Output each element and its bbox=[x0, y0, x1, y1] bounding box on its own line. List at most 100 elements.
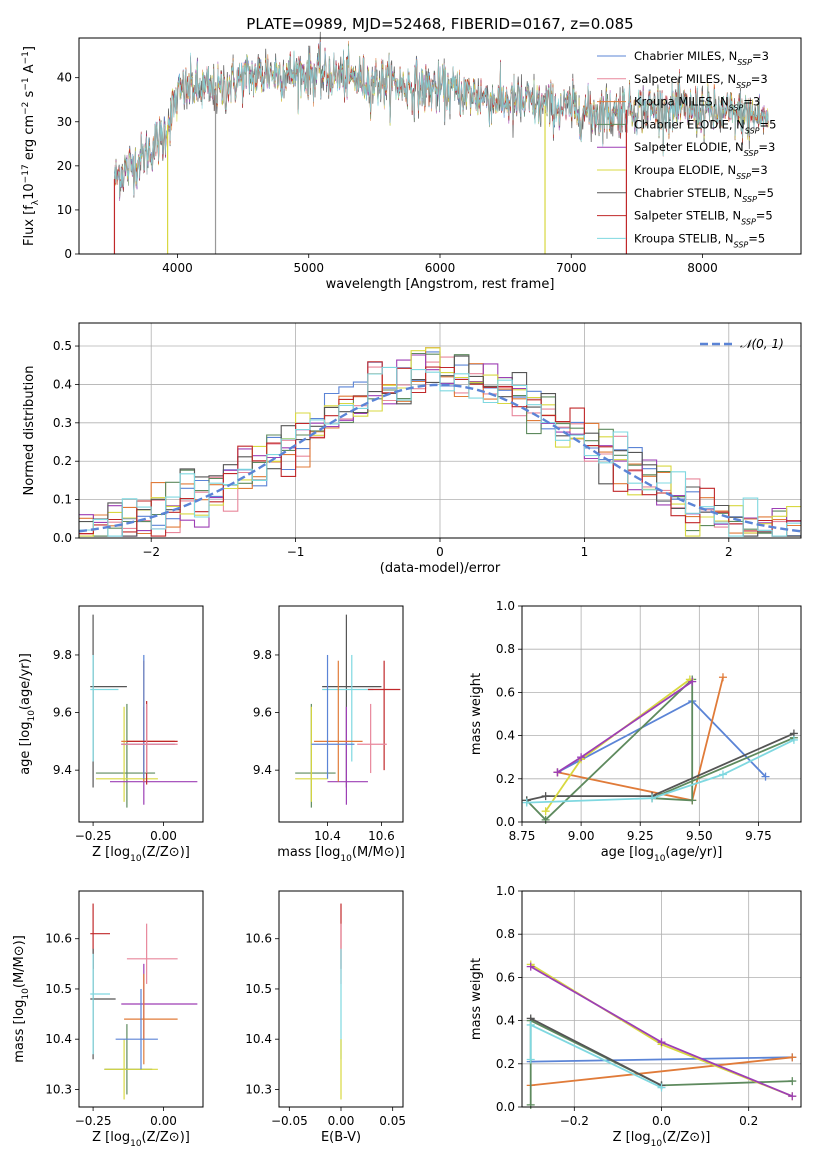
weight-series bbox=[553, 677, 697, 777]
weight-marker bbox=[522, 798, 531, 807]
y-tick-label: 10.4 bbox=[45, 1032, 72, 1046]
y-axis-label: mass weight bbox=[469, 958, 484, 1040]
y-tick-label: 0.2 bbox=[496, 1057, 515, 1071]
x-tick-label: 4000 bbox=[162, 261, 193, 275]
errorbar-point bbox=[95, 706, 158, 802]
y-tick-label: 0.5 bbox=[53, 339, 72, 353]
spectrum-legend: Chabrier MILES, NSSP=3 Salpeter MILES, NS… bbox=[597, 49, 776, 249]
x-tick-label: 9.25 bbox=[627, 829, 654, 843]
axes-spectrum: 4000 5000 6000 7000 8000 0 10 20 30 40 wavelength … bbox=[21, 31, 802, 292]
legend-label: Kroupa ELODIE, NSSP=3 bbox=[634, 163, 768, 181]
x-tick-label: −1 bbox=[287, 545, 305, 559]
x-tick-label: 10.4 bbox=[314, 829, 341, 843]
x-axis-label: wavelength [Angstrom, rest frame] bbox=[326, 277, 555, 292]
weight-marker bbox=[553, 768, 562, 777]
errorbar-point bbox=[295, 703, 336, 808]
errorbar-point bbox=[124, 973, 178, 1065]
grid-age-weight bbox=[521, 605, 801, 823]
x-axis-label: E(B-V) bbox=[321, 1130, 361, 1145]
x-tick-label: 0.00 bbox=[150, 1114, 177, 1128]
histogram-series bbox=[79, 361, 801, 537]
legend-label: Chabrier STELIB, NSSP=5 bbox=[634, 186, 774, 204]
legend-label: Kroupa STELIB, NSSP=5 bbox=[634, 231, 765, 249]
weight-line bbox=[526, 739, 795, 804]
errorbar-point bbox=[121, 654, 175, 779]
weight-line bbox=[530, 1017, 662, 1087]
axes-frame bbox=[521, 605, 802, 823]
x-tick-label: 10.6 bbox=[368, 829, 395, 843]
x-tick-label: 9.50 bbox=[686, 829, 713, 843]
axes-ebv-mass: −0.05 0.00 0.05 10.3 10.4 10.5 10.6 E(B-V) bbox=[245, 890, 406, 1145]
y-tick-label: 9.6 bbox=[53, 706, 72, 720]
legend-label: Salpeter ELODIE, NSSP=3 bbox=[634, 140, 775, 158]
x-tick-label: 0 bbox=[436, 545, 444, 559]
normal-curve bbox=[78, 383, 802, 533]
errorbar-point bbox=[90, 948, 116, 1060]
y-tick-label: 0.3 bbox=[53, 416, 72, 430]
weight-marker bbox=[688, 677, 697, 686]
axes-frame bbox=[78, 605, 204, 823]
y-tick-label: 0.0 bbox=[496, 1100, 515, 1114]
weight-line bbox=[526, 732, 795, 802]
y-tick-label: 0.4 bbox=[496, 1014, 515, 1028]
axes-mass-age: 10.4 10.6 9.4 9.6 9.8 mass [log10(M/M⊙)] bbox=[253, 605, 405, 864]
y-tick-label: 0.8 bbox=[496, 927, 515, 941]
errorbar-point bbox=[104, 1024, 153, 1095]
axes-frame bbox=[78, 890, 204, 1108]
weight-marker bbox=[657, 1038, 666, 1047]
grid-z-weight bbox=[522, 890, 801, 1108]
errorbar-point bbox=[90, 953, 110, 1055]
y-tick-label: 10.6 bbox=[245, 932, 272, 946]
x-tick-label: 0.05 bbox=[379, 1114, 406, 1128]
legend-label: 𝒩(0, 1) bbox=[740, 337, 784, 351]
y-axis-label: age [log10(age/yr)] bbox=[18, 653, 37, 775]
errorbar-point bbox=[121, 963, 198, 1040]
y-tick-label: 10.3 bbox=[45, 1082, 72, 1096]
y-tick-label: 10.5 bbox=[245, 982, 272, 996]
spectrum-line bbox=[114, 41, 769, 198]
errorbar-point bbox=[115, 988, 158, 1070]
y-tick-label: 10 bbox=[57, 203, 72, 217]
x-tick-label: 0.00 bbox=[328, 1114, 355, 1128]
weight-marker bbox=[541, 792, 550, 801]
weight-series bbox=[526, 962, 797, 1101]
weight-series bbox=[522, 735, 798, 807]
y-axis-label: Flux [fλ10−17 erg cm−2 s−1 A−1] bbox=[21, 46, 41, 246]
weight-line bbox=[526, 677, 795, 822]
y-tick-label: 40 bbox=[57, 71, 72, 85]
x-tick-label: −2 bbox=[142, 545, 160, 559]
weight-marker bbox=[789, 735, 798, 744]
y-tick-label: 9.6 bbox=[253, 706, 272, 720]
y-tick-label: 0.0 bbox=[53, 531, 72, 545]
x-tick-label: −0.25 bbox=[75, 829, 112, 843]
x-tick-label: 0.00 bbox=[150, 829, 177, 843]
errorbar-point bbox=[126, 923, 178, 984]
weight-marker bbox=[788, 1077, 797, 1086]
x-tick-label: 8000 bbox=[687, 261, 718, 275]
weight-marker bbox=[577, 753, 586, 762]
y-tick-label: 20 bbox=[57, 159, 72, 173]
weight-marker bbox=[648, 794, 657, 803]
y-tick-label: 9.8 bbox=[53, 648, 72, 662]
axes-z-age: −0.25 0.00 9.4 9.6 9.8 Z [log10(Z/Z⊙)] age [lo… bbox=[18, 605, 204, 864]
weight-marker bbox=[788, 1092, 797, 1101]
legend-label: Salpeter MILES, NSSP=3 bbox=[634, 72, 768, 90]
figure-title: PLATE=0989, MJD=52468, FIBERID=0167, z=0… bbox=[246, 15, 633, 33]
plot-area-spectrum bbox=[113, 31, 769, 254]
x-tick-label: 8.75 bbox=[509, 829, 536, 843]
x-axis-label: Z [log10(Z/Z⊙)] bbox=[613, 1130, 711, 1149]
x-axis-label: mass [log10(M/M⊙)] bbox=[277, 845, 405, 864]
y-axis-label: mass weight bbox=[469, 673, 484, 755]
y-tick-label: 10.5 bbox=[45, 982, 72, 996]
weight-line bbox=[557, 699, 767, 778]
x-tick-label: 7000 bbox=[556, 261, 587, 275]
errorbar-point bbox=[311, 654, 355, 779]
histogram-series bbox=[79, 366, 801, 537]
x-tick-label: 0.2 bbox=[739, 1114, 758, 1128]
y-tick-label: 0.1 bbox=[53, 493, 72, 507]
legend-label: Kroupa MILES, NSSP=3 bbox=[634, 95, 760, 113]
weight-marker bbox=[788, 1053, 797, 1062]
y-tick-label: 0.2 bbox=[496, 772, 515, 786]
x-tick-label: 2 bbox=[725, 545, 733, 559]
y-tick-label: 10.4 bbox=[245, 1032, 272, 1046]
